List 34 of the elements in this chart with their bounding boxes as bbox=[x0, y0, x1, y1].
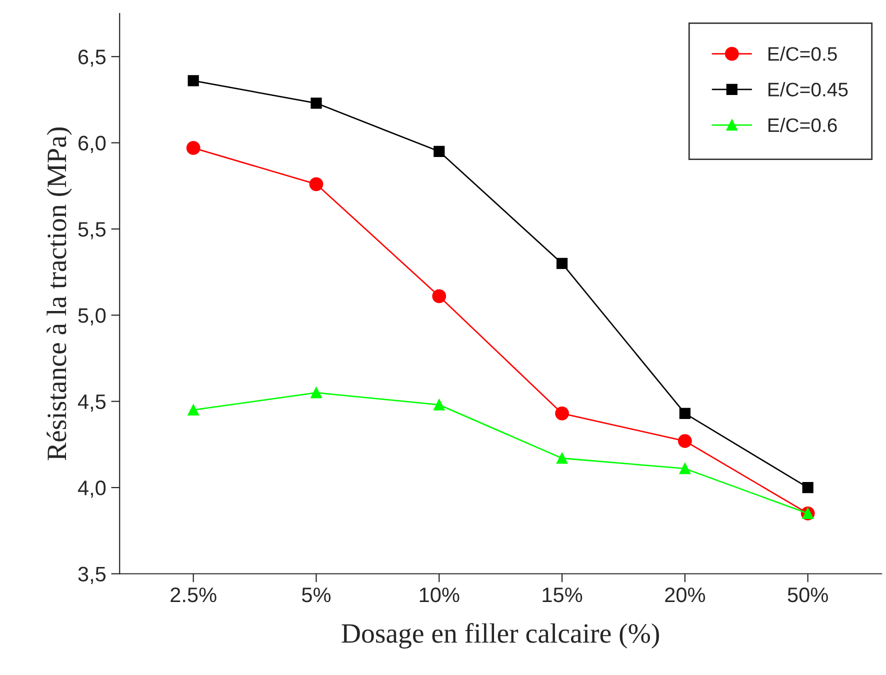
y-tick-label: 4,5 bbox=[78, 394, 106, 412]
x-axis-title: Dosage en filler calcaire (%) bbox=[342, 623, 659, 649]
y-tick-label: 6,0 bbox=[78, 136, 106, 154]
point bbox=[434, 399, 445, 410]
point bbox=[310, 98, 322, 109]
point bbox=[679, 463, 690, 474]
point bbox=[188, 75, 199, 86]
point bbox=[555, 406, 569, 420]
y-tick-label: 5,0 bbox=[78, 308, 106, 326]
legend-label: E/C=0.45 bbox=[768, 82, 848, 96]
point bbox=[188, 404, 199, 416]
x-tick-label: 50% bbox=[788, 587, 828, 602]
point bbox=[802, 482, 814, 494]
x-tick-label: 15% bbox=[542, 588, 582, 602]
y-tick-label: 6,5 bbox=[78, 50, 106, 67]
point bbox=[432, 289, 446, 304]
x-tick-label: 20% bbox=[665, 587, 706, 602]
point bbox=[678, 434, 692, 448]
legend-label: E/C=0.5 bbox=[768, 46, 837, 61]
point bbox=[679, 408, 690, 419]
point bbox=[434, 146, 445, 157]
point bbox=[186, 141, 200, 155]
y-tick-label: 4,0 bbox=[78, 480, 106, 498]
y-tick-label: 5,5 bbox=[78, 222, 106, 240]
y-tick-label: 3,5 bbox=[78, 566, 106, 584]
x-tick-label: 10% bbox=[420, 587, 460, 602]
x-tick-label: 5% bbox=[302, 588, 331, 602]
point bbox=[309, 177, 324, 192]
point bbox=[310, 387, 322, 398]
legend-label: E/C=0.6 bbox=[768, 118, 837, 132]
y-axis-title: Résistance à la traction (MPa) bbox=[46, 127, 72, 460]
point bbox=[556, 258, 568, 270]
point bbox=[556, 452, 568, 464]
x-tick-label: 2.5% bbox=[170, 587, 216, 602]
